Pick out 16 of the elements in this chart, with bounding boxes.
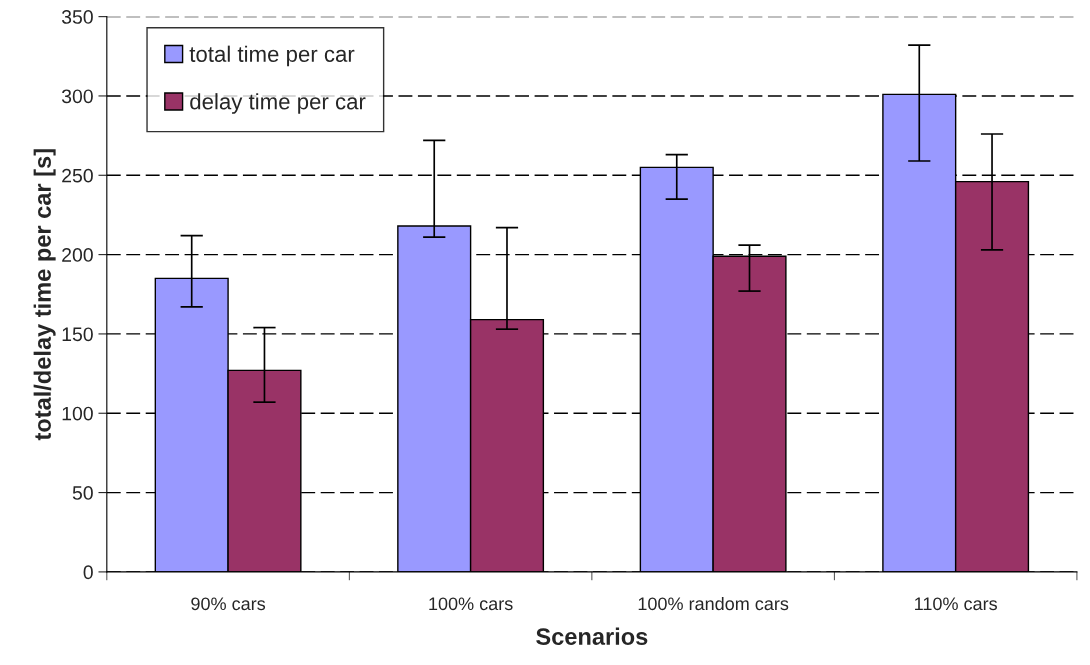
y-tick-label: 250 (62, 168, 93, 183)
y-tick-label: 350 (61, 10, 93, 24)
x-axis-title: Scenarios (536, 627, 648, 645)
y-tick-label: 300 (61, 89, 93, 104)
x-tick-label: 90% cars (191, 597, 266, 611)
y-tick-label: 100 (62, 406, 93, 421)
y-tick-label: 150 (62, 327, 93, 342)
y-tick-label: 50 (72, 486, 93, 500)
x-tick-label: 110% cars (915, 597, 997, 611)
y-axis-title: total/delay time per car [s] (33, 149, 56, 441)
y-tick-label: 0 (83, 565, 93, 580)
y-tick-label: 200 (62, 248, 93, 262)
x-tick-label: 100% cars (429, 597, 513, 611)
legend-label: total time per car (189, 45, 355, 67)
x-tick-label: 100% random cars (638, 596, 789, 611)
legend-label: delay time per car (190, 93, 366, 114)
